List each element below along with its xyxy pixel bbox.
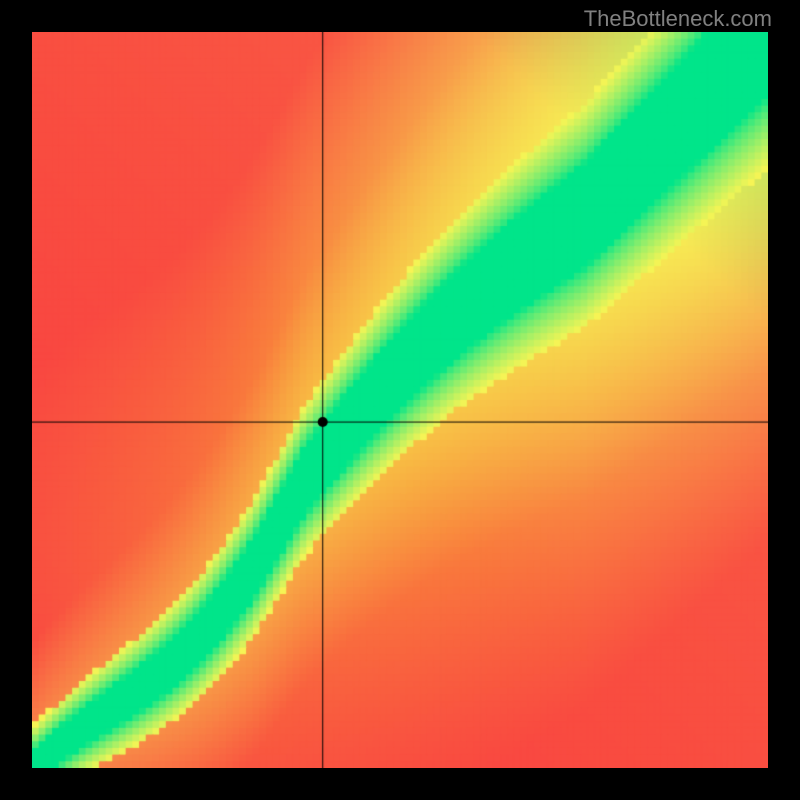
watermark-text: TheBottleneck.com <box>584 6 772 32</box>
heatmap-canvas <box>32 32 768 768</box>
heatmap-chart <box>32 32 768 768</box>
chart-container: TheBottleneck.com <box>0 0 800 800</box>
